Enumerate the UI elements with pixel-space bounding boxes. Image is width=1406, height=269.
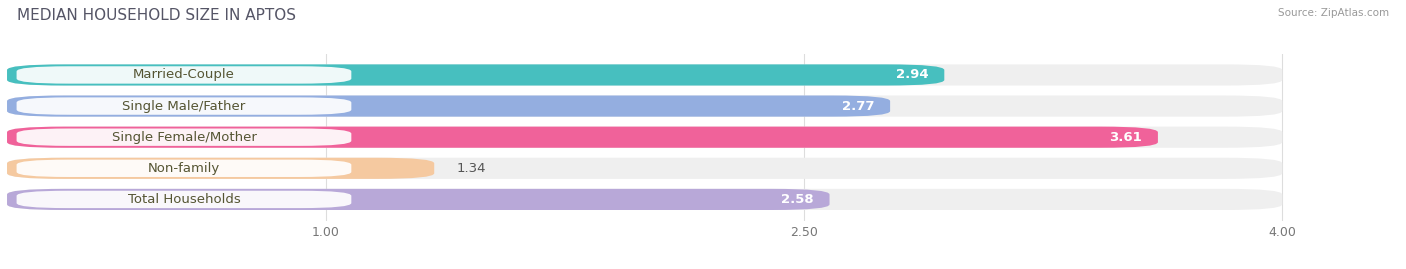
FancyBboxPatch shape xyxy=(7,64,1282,86)
FancyBboxPatch shape xyxy=(7,64,945,86)
Text: 2.77: 2.77 xyxy=(842,100,875,112)
Text: MEDIAN HOUSEHOLD SIZE IN APTOS: MEDIAN HOUSEHOLD SIZE IN APTOS xyxy=(17,8,295,23)
Text: Source: ZipAtlas.com: Source: ZipAtlas.com xyxy=(1278,8,1389,18)
FancyBboxPatch shape xyxy=(17,160,352,177)
FancyBboxPatch shape xyxy=(7,189,1282,210)
FancyBboxPatch shape xyxy=(17,66,352,84)
FancyBboxPatch shape xyxy=(7,127,1282,148)
Text: Single Male/Father: Single Male/Father xyxy=(122,100,246,112)
Text: Total Households: Total Households xyxy=(128,193,240,206)
FancyBboxPatch shape xyxy=(17,191,352,208)
FancyBboxPatch shape xyxy=(7,158,1282,179)
Text: 1.34: 1.34 xyxy=(457,162,486,175)
FancyBboxPatch shape xyxy=(7,95,890,117)
FancyBboxPatch shape xyxy=(7,189,830,210)
FancyBboxPatch shape xyxy=(7,158,434,179)
Text: 2.94: 2.94 xyxy=(896,68,928,82)
Text: Non-family: Non-family xyxy=(148,162,221,175)
Text: Single Female/Mother: Single Female/Mother xyxy=(111,131,256,144)
Text: Married-Couple: Married-Couple xyxy=(134,68,235,82)
FancyBboxPatch shape xyxy=(17,129,352,146)
FancyBboxPatch shape xyxy=(7,127,1159,148)
Text: 2.58: 2.58 xyxy=(780,193,814,206)
FancyBboxPatch shape xyxy=(7,95,1282,117)
Text: 3.61: 3.61 xyxy=(1109,131,1142,144)
FancyBboxPatch shape xyxy=(17,97,352,115)
